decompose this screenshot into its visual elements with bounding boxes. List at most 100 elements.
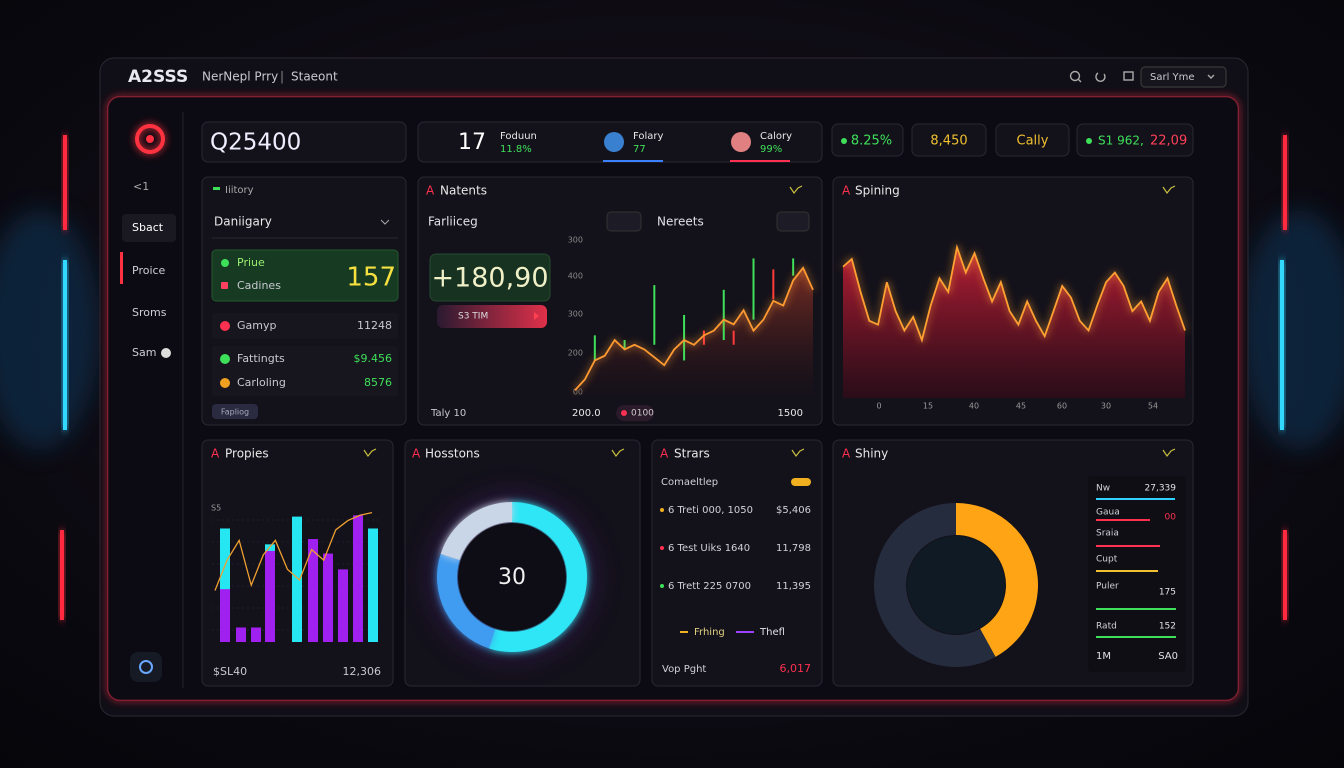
nav-link: Staeont	[291, 70, 338, 84]
nav-separator: |	[280, 70, 284, 84]
sam-icon	[161, 348, 171, 358]
value-box	[429, 253, 551, 302]
history-button[interactable]	[212, 404, 258, 419]
panel-menu-icon	[1162, 448, 1176, 458]
legend-label: Frhing	[694, 627, 725, 638]
bar	[353, 515, 363, 642]
history-dropdown: Daniigary	[214, 215, 272, 229]
price-dot	[1086, 138, 1092, 144]
y-tick-label: 300	[568, 310, 583, 319]
dot	[221, 259, 229, 267]
row-label: 6 Trett 225 0700	[668, 581, 751, 592]
history-icon	[213, 187, 220, 190]
footer-label: SA0	[1158, 651, 1178, 662]
x-tick-label: 0	[876, 402, 881, 411]
stat-chip-value: 8.25%	[851, 134, 892, 149]
row-dot	[220, 321, 230, 331]
panel-icon: A	[426, 184, 435, 198]
stat-chip	[911, 123, 987, 157]
price-line	[574, 266, 814, 391]
bar	[368, 528, 378, 642]
row-label: Carloling	[237, 376, 286, 389]
x-tick-label: 15	[923, 402, 933, 411]
donut-segment	[440, 502, 512, 561]
button-arrow	[534, 312, 539, 320]
row-value: 11,395	[776, 581, 811, 592]
footer-chip	[616, 405, 654, 421]
sidebar-item[interactable]: Sroms	[132, 306, 167, 319]
row-dot	[220, 354, 230, 364]
bar	[220, 528, 230, 642]
sidebar-icons	[120, 124, 165, 682]
status-chip	[791, 478, 811, 486]
bar	[292, 516, 302, 642]
panel-menu-icon	[363, 448, 377, 458]
footer-label: $SL40	[213, 665, 247, 678]
chip-dot	[621, 410, 627, 416]
bar	[323, 553, 333, 642]
footer-label: 200.0	[572, 408, 601, 419]
sidebar-item[interactable]: Proice	[132, 264, 166, 277]
line-area	[575, 267, 813, 395]
footer-value: 6,017	[780, 662, 812, 675]
row-dot	[660, 546, 664, 550]
row-label: 6 Treti 000, 1050	[668, 505, 753, 516]
panel-icon: A	[211, 447, 220, 461]
row-dot	[660, 584, 664, 588]
panel-title: Propies	[225, 447, 269, 461]
list-label: Ratd	[1096, 622, 1117, 632]
list-label: Gaua	[1096, 508, 1120, 518]
donut-segment	[488, 502, 587, 652]
history-button-label: Fapliog	[221, 408, 249, 417]
sidebar-item[interactable]: Sbact	[132, 221, 164, 234]
row-label: 6 Test Uiks 1640	[668, 543, 750, 554]
chip-dot	[841, 138, 847, 144]
person-name: Foduun	[500, 131, 537, 142]
y-tick-label: 200	[568, 349, 583, 358]
refresh-icon[interactable]	[1095, 72, 1106, 82]
tab-button	[606, 211, 642, 232]
natents-value: +180,90	[431, 263, 548, 294]
footer-chip-label: 0100	[631, 409, 654, 419]
strars-subtitle: Comaeltlep	[661, 477, 718, 488]
footer-label: 1500	[778, 408, 803, 419]
row-value: 8576	[364, 376, 392, 389]
row-label: Gamyp	[237, 319, 276, 332]
panel-menu-icon	[1162, 185, 1176, 195]
dot	[221, 282, 228, 289]
price-change: 22,09	[1150, 134, 1187, 149]
bar	[220, 589, 230, 642]
natents-button[interactable]	[437, 305, 547, 328]
sidebar-item[interactable]: Sam	[132, 346, 156, 359]
row-value: $9.456	[354, 352, 393, 365]
bag-icon[interactable]	[1123, 71, 1134, 81]
highlight-value: 157	[346, 263, 396, 293]
donut-center: 30	[498, 565, 526, 590]
person-value: 11.8%	[500, 144, 532, 155]
select-box[interactable]	[1140, 66, 1227, 88]
panel-title: Natents	[440, 184, 487, 198]
list-value: 00	[1165, 513, 1177, 523]
active-indicator	[120, 252, 123, 284]
list-value: 27,339	[1145, 484, 1177, 494]
stat-chip-value: Cally	[1017, 134, 1049, 149]
person-value: 99%	[760, 144, 782, 155]
row-bg	[212, 313, 398, 339]
stat-count: 17	[458, 130, 486, 155]
panel-title: Shiny	[855, 447, 888, 461]
y-tick-label: 400	[568, 272, 583, 281]
footer-label: Vop Pght	[662, 664, 706, 675]
row-label: Fattingts	[237, 352, 285, 365]
search-icon[interactable]	[1069, 70, 1081, 82]
settings-button[interactable]	[130, 652, 162, 682]
spining-line	[842, 244, 1186, 344]
panel-menu-icon	[611, 448, 625, 458]
list-label: Cupt	[1096, 555, 1118, 565]
highlight-item: Priue	[237, 256, 265, 269]
highlight-box	[211, 249, 399, 302]
tab: Nereets	[657, 215, 704, 229]
price: S1 962,	[1098, 134, 1144, 148]
footer-label: Taly 10	[430, 408, 466, 419]
